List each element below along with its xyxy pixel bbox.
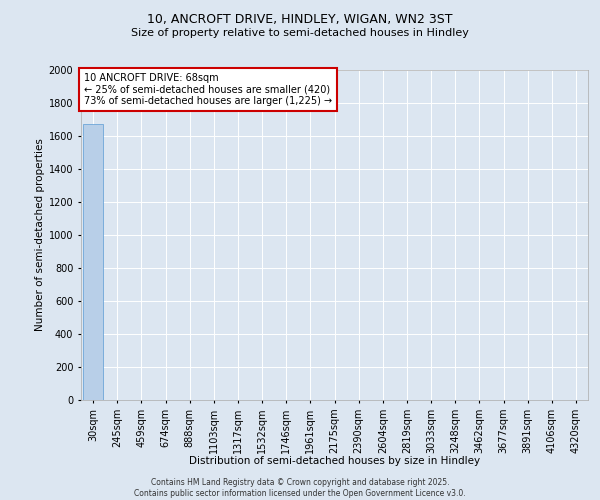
Text: Size of property relative to semi-detached houses in Hindley: Size of property relative to semi-detach… (131, 28, 469, 38)
Y-axis label: Number of semi-detached properties: Number of semi-detached properties (35, 138, 44, 332)
Text: 10, ANCROFT DRIVE, HINDLEY, WIGAN, WN2 3ST: 10, ANCROFT DRIVE, HINDLEY, WIGAN, WN2 3… (147, 12, 453, 26)
Text: 10 ANCROFT DRIVE: 68sqm
← 25% of semi-detached houses are smaller (420)
73% of s: 10 ANCROFT DRIVE: 68sqm ← 25% of semi-de… (83, 74, 332, 106)
Text: Contains HM Land Registry data © Crown copyright and database right 2025.
Contai: Contains HM Land Registry data © Crown c… (134, 478, 466, 498)
X-axis label: Distribution of semi-detached houses by size in Hindley: Distribution of semi-detached houses by … (189, 456, 480, 466)
Bar (83, 124, 103, 400)
